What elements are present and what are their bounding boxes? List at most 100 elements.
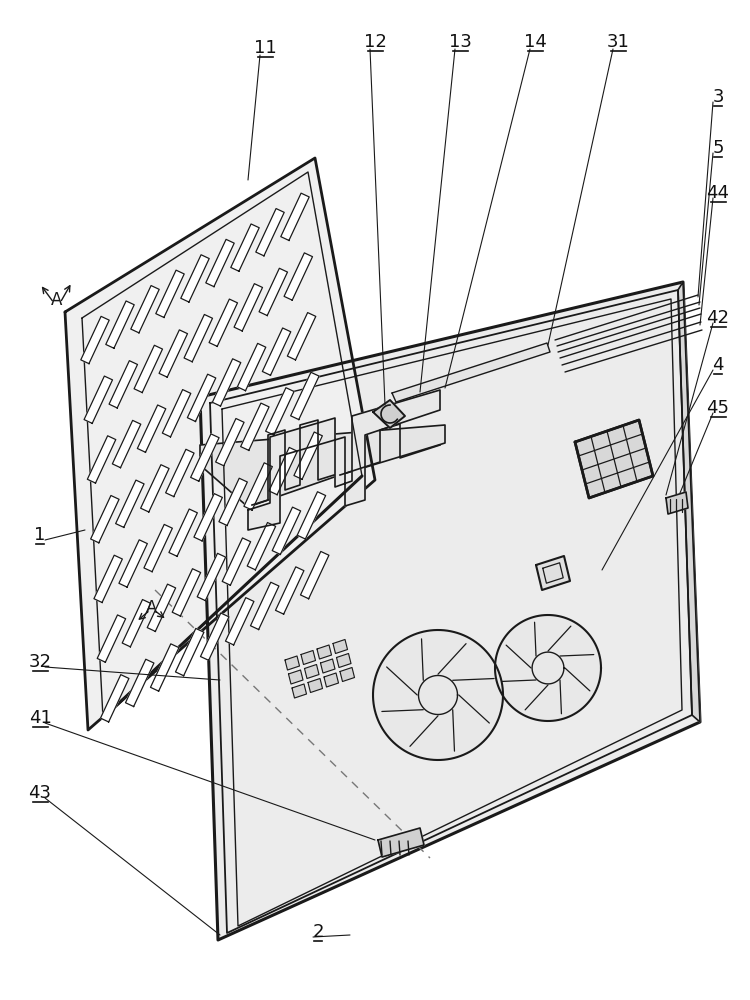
Text: 11: 11	[254, 39, 276, 57]
Polygon shape	[291, 372, 319, 420]
Polygon shape	[81, 316, 110, 364]
Polygon shape	[116, 480, 144, 527]
Text: 43: 43	[28, 784, 52, 802]
Polygon shape	[184, 314, 212, 362]
Text: 42: 42	[706, 309, 730, 327]
Polygon shape	[678, 282, 700, 722]
Text: 13: 13	[448, 33, 472, 51]
Polygon shape	[226, 598, 254, 645]
Polygon shape	[106, 301, 134, 348]
Polygon shape	[141, 465, 169, 512]
Polygon shape	[251, 582, 279, 630]
Polygon shape	[340, 668, 355, 682]
Polygon shape	[287, 313, 316, 360]
Polygon shape	[144, 524, 172, 572]
Polygon shape	[151, 644, 179, 691]
Text: 3: 3	[712, 88, 724, 106]
Polygon shape	[244, 463, 272, 510]
Text: 14: 14	[524, 33, 547, 51]
Polygon shape	[197, 553, 226, 601]
Polygon shape	[272, 507, 301, 554]
Text: 4: 4	[712, 356, 724, 374]
Polygon shape	[156, 270, 184, 317]
Polygon shape	[130, 286, 159, 333]
Polygon shape	[137, 405, 166, 452]
Polygon shape	[297, 492, 326, 539]
Polygon shape	[200, 613, 229, 660]
Polygon shape	[275, 567, 304, 614]
Polygon shape	[256, 209, 284, 256]
Polygon shape	[209, 299, 238, 346]
Polygon shape	[84, 376, 112, 423]
Polygon shape	[109, 361, 137, 408]
Polygon shape	[495, 615, 601, 721]
Polygon shape	[304, 664, 319, 678]
Text: 2: 2	[312, 923, 324, 941]
Polygon shape	[294, 432, 322, 479]
Polygon shape	[280, 193, 309, 240]
Polygon shape	[333, 640, 347, 654]
Polygon shape	[125, 659, 154, 707]
Text: 44: 44	[706, 184, 730, 202]
Polygon shape	[122, 600, 151, 647]
Polygon shape	[269, 447, 297, 495]
Polygon shape	[112, 420, 141, 468]
Polygon shape	[147, 584, 176, 631]
Polygon shape	[575, 420, 653, 498]
Polygon shape	[259, 268, 287, 316]
Polygon shape	[169, 509, 197, 556]
Polygon shape	[301, 650, 316, 664]
Polygon shape	[317, 645, 332, 659]
Polygon shape	[100, 675, 129, 722]
Polygon shape	[222, 538, 251, 585]
Polygon shape	[94, 555, 122, 603]
Polygon shape	[289, 670, 303, 684]
Polygon shape	[234, 284, 262, 331]
Polygon shape	[194, 494, 222, 541]
Polygon shape	[666, 492, 688, 514]
Text: 5: 5	[712, 139, 724, 157]
Polygon shape	[292, 684, 307, 698]
Polygon shape	[536, 556, 570, 590]
Polygon shape	[248, 523, 276, 570]
Text: A: A	[51, 291, 63, 309]
Polygon shape	[134, 345, 163, 393]
Polygon shape	[248, 390, 440, 530]
Polygon shape	[200, 425, 445, 507]
Polygon shape	[200, 282, 700, 940]
Polygon shape	[219, 478, 248, 526]
Text: A: A	[146, 599, 158, 617]
Polygon shape	[373, 400, 405, 428]
Polygon shape	[266, 388, 294, 435]
Polygon shape	[216, 418, 244, 466]
Polygon shape	[206, 239, 234, 287]
Polygon shape	[324, 673, 338, 687]
Polygon shape	[91, 495, 119, 543]
Polygon shape	[65, 158, 375, 730]
Polygon shape	[119, 540, 147, 587]
Text: 12: 12	[364, 33, 386, 51]
Text: 31: 31	[607, 33, 629, 51]
Polygon shape	[231, 224, 260, 271]
Polygon shape	[378, 828, 424, 857]
Polygon shape	[166, 449, 194, 497]
Polygon shape	[190, 434, 219, 481]
Text: 45: 45	[706, 399, 730, 417]
Polygon shape	[172, 569, 201, 616]
Polygon shape	[98, 615, 126, 662]
Polygon shape	[285, 656, 299, 670]
Polygon shape	[181, 255, 209, 302]
Text: 41: 41	[28, 709, 52, 727]
Polygon shape	[188, 374, 216, 421]
Polygon shape	[301, 551, 329, 599]
Polygon shape	[237, 343, 266, 391]
Text: 32: 32	[28, 653, 52, 671]
Polygon shape	[373, 630, 503, 760]
Polygon shape	[212, 359, 241, 406]
Polygon shape	[262, 328, 291, 375]
Polygon shape	[320, 659, 335, 673]
Polygon shape	[87, 436, 116, 483]
Polygon shape	[337, 654, 351, 668]
Text: 1: 1	[34, 526, 46, 544]
Polygon shape	[162, 390, 190, 437]
